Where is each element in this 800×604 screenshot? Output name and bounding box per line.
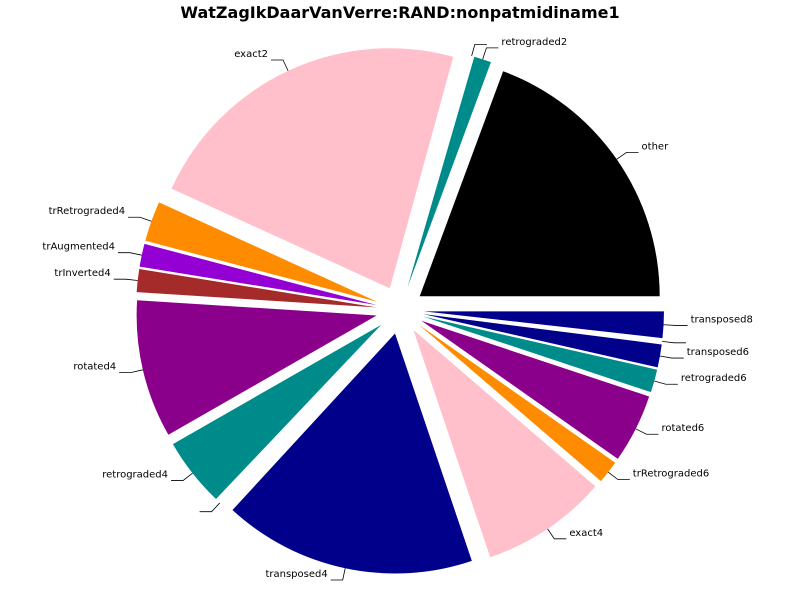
slice-label-trinverted4: trInverted4 — [54, 268, 110, 279]
pie-labels: other retrograded2 exact2 trRetrograded4 trA… — [42, 37, 753, 581]
leader-line-unlabeled-2 — [471, 43, 487, 57]
slice-label-trretrograded4: trRetrograded4 — [49, 206, 125, 217]
pie-slice-rotated4 — [136, 300, 377, 435]
pie-slice-retrograded6 — [423, 316, 658, 393]
slice-label-transposed8: transposed8 — [691, 314, 753, 325]
leader-line-unlabeled-9 — [199, 502, 221, 513]
leader-line-other — [616, 151, 639, 160]
leader-line-traugmented4 — [118, 252, 142, 256]
pie-slices — [136, 48, 664, 574]
slice-label-retrograded2: retrograded2 — [501, 37, 567, 48]
pie-slice-unlabeled-9 — [218, 327, 384, 505]
slice-label-rotated4: rotated4 — [73, 362, 116, 373]
leader-line-trretrograded4 — [128, 216, 152, 222]
leader-line-trretrograded6 — [608, 471, 630, 480]
slice-label-other: other — [642, 141, 670, 152]
slice-label-traugmented4: trAugmented4 — [42, 242, 115, 253]
leader-line-rotated4 — [119, 369, 143, 373]
pie-slice-retrograded4 — [172, 324, 382, 500]
leader-line-transposed4 — [330, 568, 346, 581]
pie-slice-trretrograded6 — [418, 324, 616, 482]
leader-line-unlabeled-16 — [662, 340, 687, 344]
slice-label-retrograded4: retrograded4 — [102, 470, 168, 481]
slice-label-transposed6: transposed6 — [687, 347, 749, 358]
pie-slice-unlabeled-2 — [406, 55, 474, 287]
leader-line-exact4 — [547, 528, 567, 540]
pie-slice-other — [419, 71, 660, 297]
pie-slice-retrograded2 — [407, 56, 491, 288]
slice-label-retrograded6: retrograded6 — [681, 373, 747, 384]
pie-slice-unlabeled-16 — [423, 312, 663, 344]
leader-line-exact2 — [271, 59, 289, 72]
slice-label-exact4: exact4 — [569, 528, 603, 539]
chart-title: WatZagIkDaarVanVerre:RAND:nonpatmidiname… — [180, 3, 619, 22]
leader-line-retrograded4 — [171, 472, 193, 481]
pie-slice-rotated6 — [421, 320, 650, 459]
pie-slice-transposed4 — [232, 333, 472, 574]
leader-line-trinverted4 — [113, 278, 138, 281]
slice-label-rotated6: rotated6 — [661, 423, 704, 434]
slice-label-trretrograded6: trRetrograded6 — [633, 469, 709, 480]
leader-line-retrograded6 — [654, 380, 678, 385]
slice-label-exact2: exact2 — [234, 49, 268, 60]
leader-line-retrograded2 — [482, 47, 499, 60]
pie-slice-exact2 — [171, 48, 454, 289]
leader-line-transposed6 — [659, 355, 684, 359]
pie-slice-transposed8 — [423, 311, 664, 339]
slice-label-transposed4: transposed4 — [265, 569, 327, 580]
pie-slice-exact4 — [413, 329, 596, 558]
pie-slice-transposed6 — [423, 314, 662, 368]
pie-slice-trinverted4 — [136, 268, 377, 308]
pie-slice-traugmented4 — [139, 243, 377, 306]
leader-line-transposed8 — [663, 324, 688, 326]
pie-slice-trretrograded4 — [145, 202, 378, 302]
leader-line-rotated6 — [635, 428, 659, 435]
